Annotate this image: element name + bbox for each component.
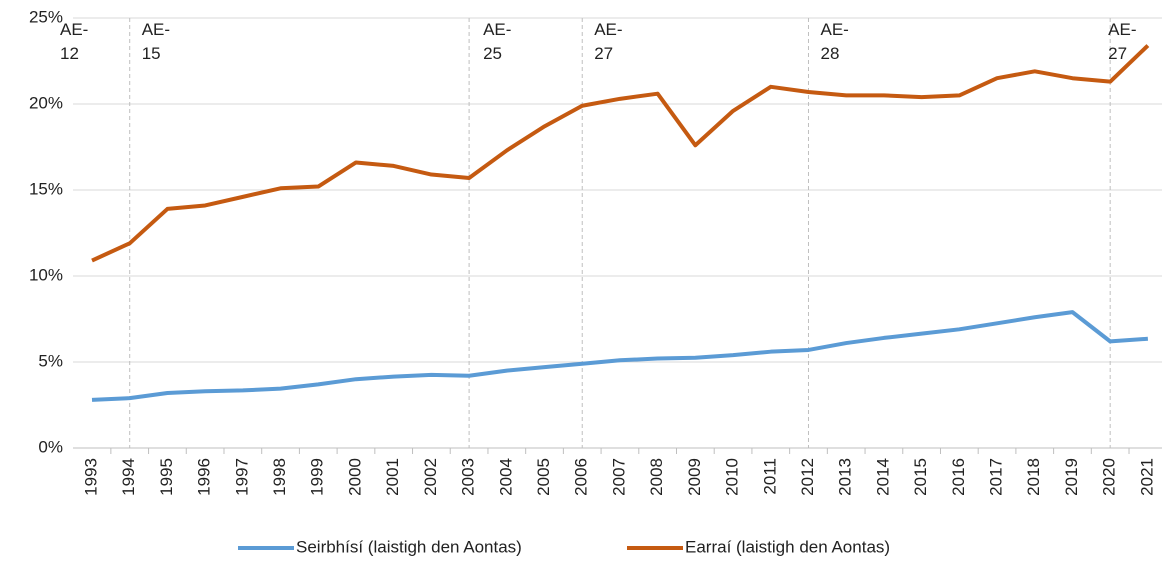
x-tick-label: 2008 [647,458,666,496]
x-tick-label: 2002 [421,458,440,496]
x-tick-label: 1997 [232,458,251,496]
y-tick-label: 15% [29,179,63,198]
x-tick-label: 1999 [308,458,327,496]
x-tick-label: 2000 [345,458,364,496]
x-tick-label: 2006 [572,458,591,496]
legend-label: Earraí (laistigh den Aontas) [685,537,890,556]
annotation: AE-28 [820,20,849,63]
x-tick-label: 1993 [81,458,100,496]
x-tick-label: 2011 [760,458,779,495]
x-tick-label: 2018 [1024,458,1043,496]
series-line [91,310,1149,402]
x-tick-label: 2010 [723,458,742,496]
x-tick-label: 2007 [609,458,628,496]
y-tick-label: 0% [38,437,63,456]
x-tick-label: 2017 [987,458,1006,496]
annotation: AE-27 [594,20,623,63]
annotation: AE-12 [60,20,89,63]
series-line [91,44,1150,263]
y-tick-label: 10% [29,265,63,284]
x-tick-label: 2009 [685,458,704,496]
x-tick-label: 2014 [873,458,892,496]
x-tick-label: 2021 [1137,458,1156,496]
annotation: AE-27 [1108,20,1137,63]
x-tick-label: 2020 [1100,458,1119,496]
x-tick-label: 2016 [949,458,968,496]
x-tick-label: 1994 [119,458,138,496]
x-tick-label: 2001 [383,458,402,496]
y-tick-label: 25% [29,7,63,26]
x-tick-label: 2004 [496,458,515,496]
x-tick-label: 2013 [836,458,855,496]
annotation: AE-25 [483,20,512,63]
x-tick-label: 1998 [270,458,289,496]
x-tick-label: 1995 [157,458,176,496]
x-tick-label: 2005 [534,458,553,496]
annotation: AE-15 [141,20,171,63]
x-tick-label: 2003 [459,458,478,496]
x-tick-label: 2015 [911,458,930,496]
x-tick-label: 2019 [1062,458,1081,496]
legend-label: Seirbhísí (laistigh den Aontas) [296,537,522,556]
y-tick-label: 5% [38,351,63,370]
x-tick-label: 2012 [798,458,817,496]
x-tick-label: 1996 [195,458,214,496]
y-tick-label: 20% [29,93,63,112]
